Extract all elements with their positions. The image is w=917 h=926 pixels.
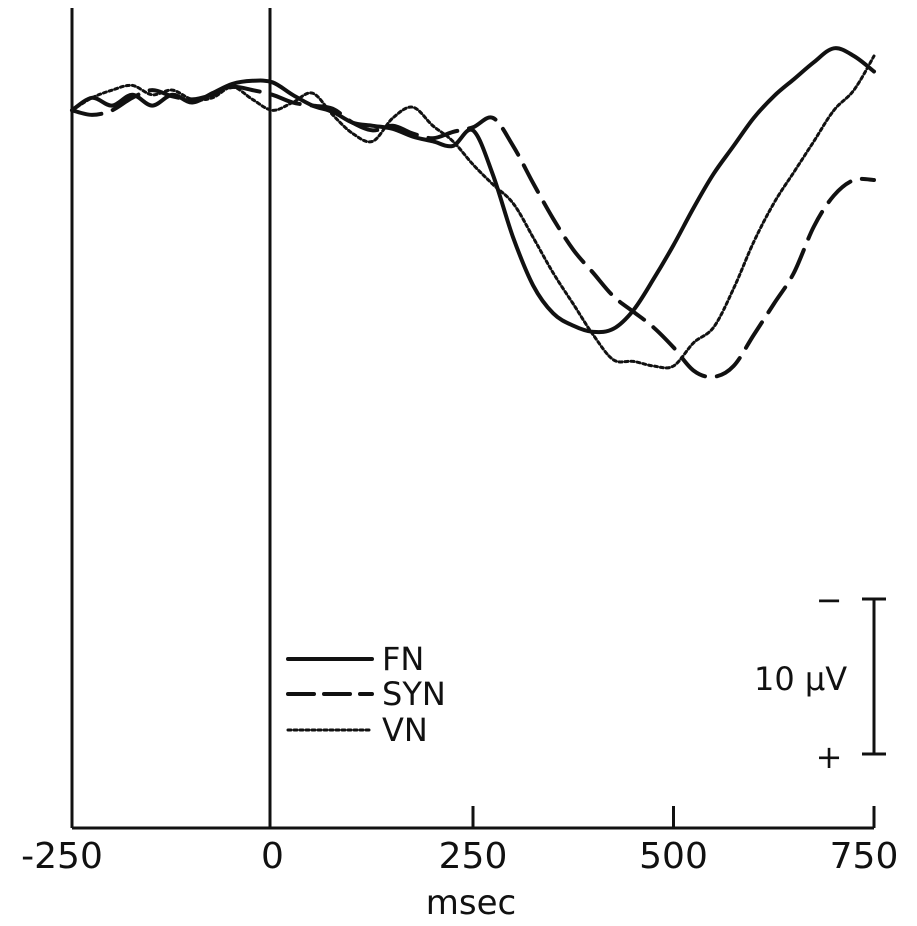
x-tick-label-neg250: -250	[21, 836, 103, 877]
x-ticks	[471, 806, 876, 828]
x-tick-label-500: 500	[639, 836, 708, 877]
x-tick-label-750: 750	[830, 836, 899, 877]
legend-label-syn: SYN	[382, 675, 446, 713]
series-line-vn	[70, 54, 876, 370]
legend-label-vn: VN	[382, 711, 428, 749]
scale-bar-bottom-sign: +	[816, 738, 843, 776]
scale-bar-label: 10 μV	[754, 660, 847, 698]
series-layer	[70, 46, 876, 379]
legend: FN SYN VN	[286, 640, 446, 749]
x-tick-labels: -250 0 250 500 750	[21, 836, 898, 877]
x-tick-label-250: 250	[439, 836, 508, 877]
scale-bar: − + 10 μV	[754, 581, 886, 776]
legend-label-fn: FN	[382, 640, 424, 678]
scale-bar-top-sign: −	[816, 581, 843, 619]
x-axis-label: msec	[426, 883, 516, 923]
series-line-syn	[70, 84, 876, 379]
series-line-fn	[70, 46, 876, 335]
x-tick-label-0: 0	[261, 836, 284, 877]
